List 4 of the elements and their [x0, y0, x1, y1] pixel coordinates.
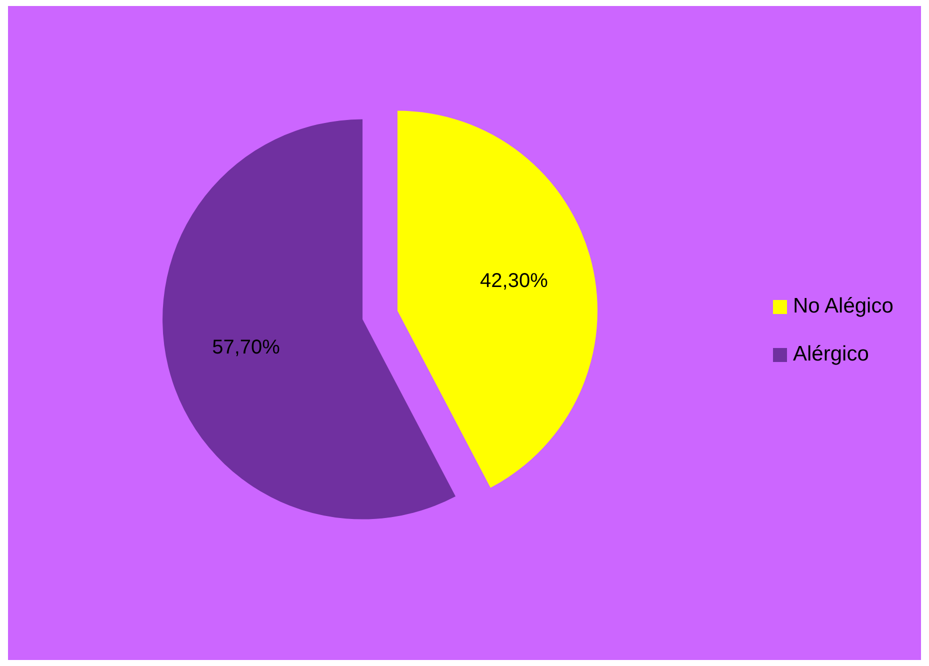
data-label: 42,30%	[480, 270, 548, 292]
data-label: 57,70%	[212, 336, 280, 358]
legend-label: Alérgico	[793, 342, 869, 366]
legend-label: No Alégico	[793, 294, 894, 318]
